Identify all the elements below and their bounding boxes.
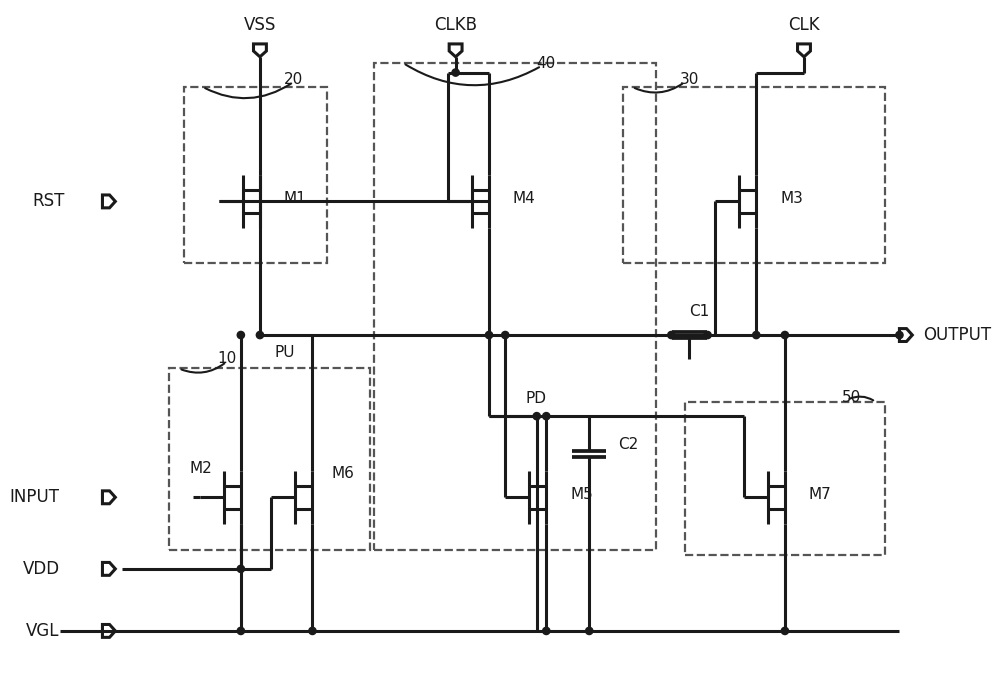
- Text: 10: 10: [217, 351, 236, 367]
- Text: RST: RST: [32, 193, 64, 211]
- Bar: [623, 87, 885, 263]
- Text: PU: PU: [274, 344, 295, 360]
- Text: 30: 30: [680, 72, 699, 87]
- Bar: [374, 63, 656, 550]
- Bar: [685, 402, 885, 554]
- Bar: [184, 87, 327, 263]
- Text: CLK: CLK: [788, 16, 820, 34]
- Text: 20: 20: [284, 72, 303, 87]
- Bar: [169, 369, 370, 550]
- Text: 50: 50: [842, 389, 861, 405]
- Text: M3: M3: [780, 191, 803, 206]
- Text: C2: C2: [618, 437, 638, 453]
- Circle shape: [237, 627, 244, 635]
- Circle shape: [256, 331, 264, 339]
- Circle shape: [781, 627, 789, 635]
- Circle shape: [781, 331, 789, 339]
- Text: VGL: VGL: [26, 622, 60, 640]
- Text: OUTPUT: OUTPUT: [923, 326, 991, 344]
- Text: INPUT: INPUT: [10, 489, 60, 507]
- Text: M5: M5: [570, 487, 593, 502]
- Circle shape: [502, 331, 509, 339]
- Text: M1: M1: [284, 191, 307, 206]
- Text: 40: 40: [537, 55, 556, 71]
- Text: C1: C1: [689, 304, 709, 319]
- Text: CLKB: CLKB: [434, 16, 477, 34]
- Text: M6: M6: [332, 466, 354, 481]
- Circle shape: [543, 412, 550, 420]
- Text: VSS: VSS: [244, 16, 276, 34]
- Circle shape: [704, 331, 711, 339]
- Text: M4: M4: [513, 191, 536, 206]
- Text: M2: M2: [189, 461, 212, 476]
- Text: PD: PD: [525, 392, 546, 407]
- Circle shape: [753, 331, 760, 339]
- Circle shape: [896, 331, 903, 339]
- Circle shape: [237, 331, 244, 339]
- Circle shape: [452, 69, 459, 76]
- Circle shape: [543, 627, 550, 635]
- Circle shape: [309, 627, 316, 635]
- Circle shape: [533, 412, 540, 420]
- Circle shape: [237, 565, 244, 572]
- Text: VDD: VDD: [22, 560, 60, 578]
- Text: M7: M7: [809, 487, 832, 502]
- Circle shape: [586, 627, 593, 635]
- Circle shape: [668, 331, 675, 339]
- Circle shape: [485, 331, 493, 339]
